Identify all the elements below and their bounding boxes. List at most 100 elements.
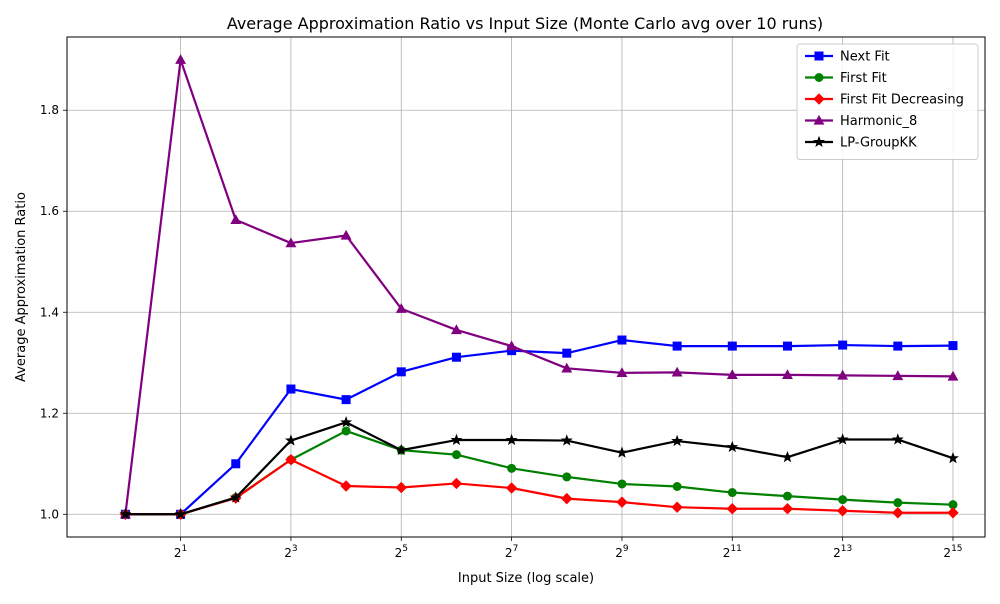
data-point <box>395 481 407 494</box>
data-point <box>561 492 573 505</box>
data-point <box>395 443 408 456</box>
x-tick-label: 215 <box>943 544 962 560</box>
y-tick-label: 1.0 <box>40 507 59 521</box>
data-point <box>892 370 904 381</box>
data-point <box>781 503 794 515</box>
data-point <box>782 341 792 351</box>
legend-label: LP-GroupKK <box>840 136 917 151</box>
data-point <box>893 498 903 508</box>
legend-label: Harmonic_8 <box>840 114 917 129</box>
data-point <box>505 482 518 494</box>
data-point <box>726 440 739 453</box>
data-point <box>672 341 682 351</box>
data-point <box>175 54 187 64</box>
data-point <box>617 335 627 345</box>
data-point <box>616 367 628 378</box>
series-lp-groupkk <box>119 416 959 520</box>
data-point <box>562 348 572 358</box>
data-point <box>617 479 627 489</box>
data-point <box>285 237 297 248</box>
x-tick-base: 2 <box>615 546 623 560</box>
plot-area <box>119 54 959 520</box>
data-point <box>284 434 297 446</box>
data-point <box>836 505 849 517</box>
data-point <box>560 434 573 446</box>
legend-label: Next Fit <box>840 50 890 65</box>
data-point <box>340 229 352 240</box>
x-tick-exponent: 15 <box>951 544 962 554</box>
legend-marker <box>814 73 824 82</box>
series-harmonic-8 <box>119 54 959 519</box>
legend-item: LP-GroupKK <box>805 136 917 151</box>
x-tick-base: 2 <box>395 546 403 560</box>
legend: Next Fit First Fit First Fit Decreasing Har… <box>796 43 979 160</box>
data-point <box>838 495 848 505</box>
series-next-fit <box>120 335 958 519</box>
legend-item: Next Fit <box>805 50 890 65</box>
chart-title: Average Approximation Ratio vs Input Siz… <box>227 14 823 33</box>
data-point <box>119 508 132 520</box>
y-tick-label: 1.4 <box>40 305 59 319</box>
data-point <box>340 416 353 428</box>
legend-box <box>796 43 979 160</box>
data-point <box>341 395 351 405</box>
x-tick-base: 2 <box>505 546 513 560</box>
data-point <box>451 450 461 460</box>
x-tick-base: 2 <box>943 546 951 560</box>
data-point <box>230 214 242 225</box>
data-point <box>726 369 738 380</box>
legend-marker <box>813 135 825 148</box>
x-tick-exponent: 3 <box>292 544 298 554</box>
data-point <box>781 450 794 463</box>
data-point <box>507 463 517 473</box>
legend-label: First Fit Decreasing <box>840 93 964 108</box>
x-tick-base: 2 <box>174 546 182 560</box>
legend-marker <box>813 93 825 105</box>
x-tick-label: 29 <box>615 544 629 560</box>
x-tick-base: 2 <box>284 546 292 560</box>
data-point <box>726 503 738 515</box>
series-line <box>125 421 954 516</box>
series-line <box>125 338 953 516</box>
data-point <box>451 352 461 362</box>
x-tick-exponent: 5 <box>402 544 408 554</box>
data-point <box>340 480 352 492</box>
data-point <box>671 366 683 377</box>
data-point <box>505 433 518 446</box>
x-tick-label: 27 <box>505 544 518 560</box>
legend-item: Harmonic_8 <box>805 114 917 129</box>
y-axis-label: Average Approximation Ratio <box>14 192 29 382</box>
data-point <box>174 508 187 520</box>
data-point <box>616 446 628 458</box>
data-point <box>893 341 903 351</box>
data-point <box>561 362 573 373</box>
x-tick-label: 213 <box>833 544 852 560</box>
y-tick-label: 1.8 <box>40 103 59 117</box>
legend-item: First Fit <box>805 71 887 86</box>
x-tick-exponent: 7 <box>513 544 519 554</box>
series-line <box>124 58 953 515</box>
data-point <box>782 491 792 501</box>
x-tick-label: 25 <box>395 544 408 560</box>
data-point <box>285 454 297 466</box>
legend-marker <box>813 114 825 125</box>
data-point <box>450 433 463 446</box>
y-tick-label: 1.2 <box>40 406 59 420</box>
data-point <box>892 507 904 519</box>
data-point <box>396 367 406 377</box>
x-tick-exponent: 13 <box>841 544 852 554</box>
data-point <box>782 369 793 380</box>
legend-item: First Fit Decreasing <box>805 93 964 108</box>
data-point <box>506 340 518 351</box>
data-point <box>836 433 849 445</box>
x-tick-exponent: 1 <box>182 544 188 554</box>
x-tick-label: 21 <box>174 544 187 560</box>
data-point <box>231 459 241 469</box>
data-point <box>891 433 904 445</box>
legend-marker <box>814 51 824 61</box>
data-point <box>616 496 628 508</box>
data-point <box>671 501 683 513</box>
